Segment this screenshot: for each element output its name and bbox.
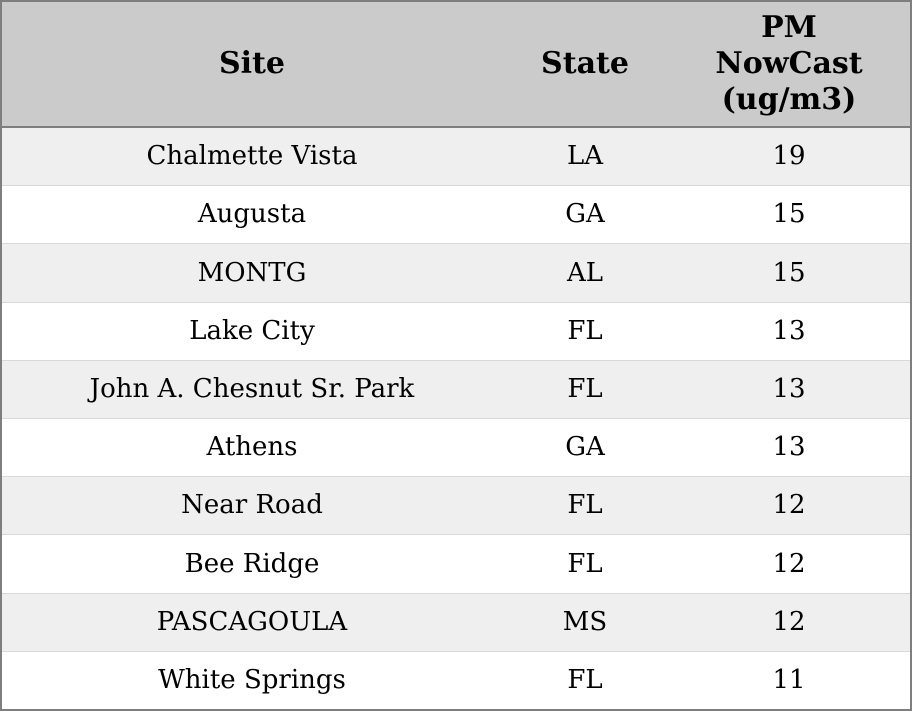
column-header-pm-nowcast: PM NowCast (ug/m3) bbox=[668, 2, 910, 128]
pm-nowcast-cell: 12 bbox=[772, 490, 806, 521]
site-cell: White Springs bbox=[158, 665, 346, 696]
table-row: Bee Ridge FL 12 bbox=[2, 534, 910, 593]
pm-nowcast-cell: 12 bbox=[772, 606, 806, 637]
site-cell: MONTG bbox=[197, 257, 307, 288]
column-header-state: State bbox=[502, 2, 668, 128]
table-row: Lake City FL 13 bbox=[2, 302, 910, 361]
pm-nowcast-cell: 13 bbox=[772, 315, 806, 346]
state-cell: FL bbox=[567, 548, 603, 579]
pm-nowcast-cell: 19 bbox=[772, 141, 806, 172]
column-header-site: Site bbox=[2, 2, 502, 128]
state-cell: FL bbox=[567, 315, 603, 346]
state-cell: FL bbox=[567, 490, 603, 521]
pm-nowcast-cell: 12 bbox=[772, 548, 806, 579]
state-cell: FL bbox=[567, 665, 603, 696]
pm-nowcast-cell: 15 bbox=[772, 257, 806, 288]
table-row: Augusta GA 15 bbox=[2, 185, 910, 244]
column-header-site-label: Site bbox=[218, 46, 285, 81]
pm-nowcast-cell: 13 bbox=[772, 374, 806, 405]
table-row: Athens GA 13 bbox=[2, 418, 910, 477]
state-cell: GA bbox=[565, 432, 605, 463]
table-row: White Springs FL 11 bbox=[2, 651, 910, 709]
site-cell: Lake City bbox=[189, 315, 315, 346]
state-cell: MS bbox=[562, 606, 608, 637]
table-row: Near Road FL 12 bbox=[2, 476, 910, 535]
column-header-state-label: State bbox=[541, 46, 629, 81]
pm-nowcast-cell: 15 bbox=[772, 199, 806, 230]
table-row: PASCAGOULA MS 12 bbox=[2, 593, 910, 652]
state-cell: AL bbox=[566, 257, 604, 288]
site-cell: Near Road bbox=[181, 490, 323, 521]
table-header-row: Site State PM NowCast (ug/m3) bbox=[2, 2, 910, 128]
pm-nowcast-cell: 11 bbox=[772, 665, 806, 696]
site-cell: Augusta bbox=[197, 199, 307, 230]
site-cell: Chalmette Vista bbox=[146, 141, 358, 172]
site-cell: Athens bbox=[206, 432, 298, 463]
site-cell: John A. Chesnut Sr. Park bbox=[89, 374, 415, 405]
table-body: Chalmette Vista LA 19 Augusta GA 15 MONTG AL 15 L… bbox=[2, 127, 910, 709]
state-cell: GA bbox=[565, 199, 605, 230]
table-row: John A. Chesnut Sr. Park FL 13 bbox=[2, 360, 910, 419]
state-cell: FL bbox=[567, 374, 603, 405]
pm-nowcast-cell: 13 bbox=[772, 432, 806, 463]
column-header-pm-nowcast-label: PM NowCast (ug/m3) bbox=[715, 10, 863, 117]
site-cell: PASCAGOULA bbox=[156, 606, 348, 637]
state-cell: LA bbox=[566, 141, 604, 172]
table-row: Chalmette Vista LA 19 bbox=[2, 127, 910, 186]
table-row: MONTG AL 15 bbox=[2, 243, 910, 303]
site-cell: Bee Ridge bbox=[184, 548, 320, 579]
